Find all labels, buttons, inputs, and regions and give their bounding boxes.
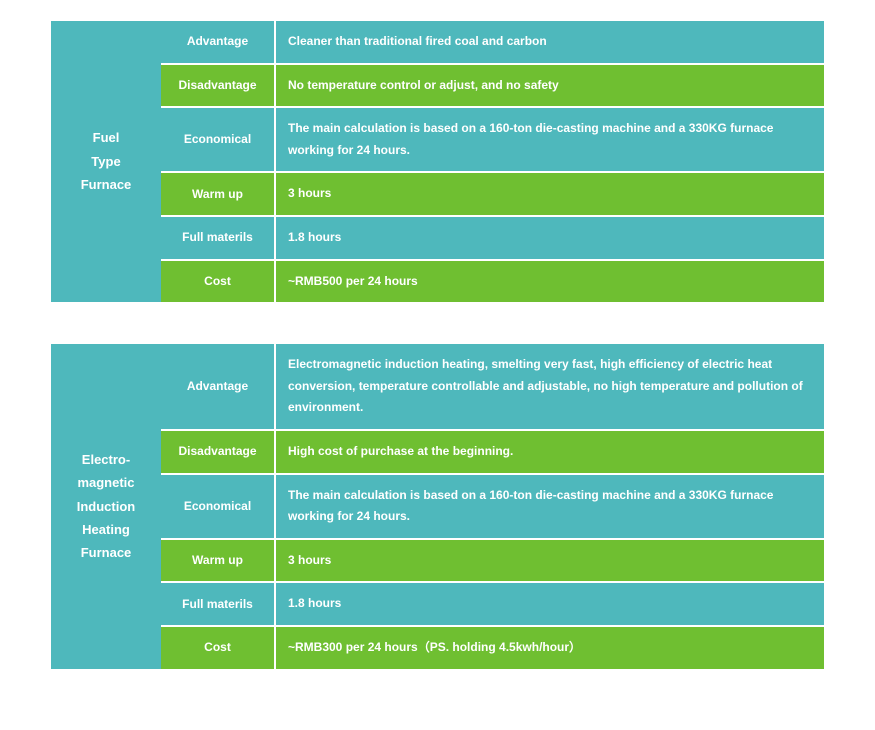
row-label: Cost — [161, 627, 276, 669]
row-value: No temperature control or adjust, and no… — [276, 65, 824, 107]
table-row: EconomicalThe main calculation is based … — [161, 473, 824, 538]
table-row: DisadvantageHigh cost of purchase at the… — [161, 429, 824, 473]
row-value: ~RMB300 per 24 hours（PS. holding 4.5kwh/… — [276, 627, 824, 669]
row-value: Electromagnetic induction heating, smelt… — [276, 344, 824, 429]
furnace-title: FuelTypeFurnace — [51, 21, 161, 302]
furnace-title-line: Heating — [82, 518, 130, 541]
table-row: AdvantageElectromagnetic induction heati… — [161, 344, 824, 429]
row-value: 3 hours — [276, 173, 824, 215]
row-label: Full materils — [161, 583, 276, 625]
furnace-title-line: Type — [91, 150, 120, 173]
row-value: 3 hours — [276, 540, 824, 582]
row-label: Warm up — [161, 173, 276, 215]
row-label: Disadvantage — [161, 65, 276, 107]
furnace-title-line: magnetic — [77, 471, 134, 494]
row-label: Cost — [161, 261, 276, 303]
row-value: High cost of purchase at the beginning. — [276, 431, 824, 473]
furnace-title-line: Electro- — [82, 448, 130, 471]
row-value: The main calculation is based on a 160-t… — [276, 108, 824, 171]
row-label: Advantage — [161, 344, 276, 429]
table-row: Cost~RMB500 per 24 hours — [161, 259, 824, 303]
furnace-title-line: Furnace — [81, 541, 132, 564]
table-row: Warm up3 hours — [161, 538, 824, 582]
row-label: Warm up — [161, 540, 276, 582]
table-row: DisadvantageNo temperature control or ad… — [161, 63, 824, 107]
table-row: EconomicalThe main calculation is based … — [161, 106, 824, 171]
rows-column: AdvantageElectromagnetic induction heati… — [161, 344, 824, 668]
furnace-title-line: Induction — [77, 495, 136, 518]
row-value: 1.8 hours — [276, 217, 824, 259]
furnace-title: Electro-magneticInductionHeatingFurnace — [51, 344, 161, 668]
rows-column: AdvantageCleaner than traditional fired … — [161, 21, 824, 302]
row-label: Advantage — [161, 21, 276, 63]
row-value: The main calculation is based on a 160-t… — [276, 475, 824, 538]
table-row: Warm up3 hours — [161, 171, 824, 215]
table-row: Cost~RMB300 per 24 hours（PS. holding 4.5… — [161, 625, 824, 669]
table-row: Full materils1.8 hours — [161, 581, 824, 625]
row-value: 1.8 hours — [276, 583, 824, 625]
row-value: Cleaner than traditional fired coal and … — [276, 21, 824, 63]
table-row: Full materils1.8 hours — [161, 215, 824, 259]
row-label: Full materils — [161, 217, 276, 259]
furnace-table: FuelTypeFurnaceAdvantageCleaner than tra… — [50, 20, 825, 303]
furnace-title-line: Fuel — [93, 126, 120, 149]
table-row: AdvantageCleaner than traditional fired … — [161, 21, 824, 63]
row-label: Economical — [161, 108, 276, 171]
furnace-table: Electro-magneticInductionHeatingFurnaceA… — [50, 343, 825, 669]
furnace-title-line: Furnace — [81, 173, 132, 196]
row-value: ~RMB500 per 24 hours — [276, 261, 824, 303]
row-label: Economical — [161, 475, 276, 538]
row-label: Disadvantage — [161, 431, 276, 473]
